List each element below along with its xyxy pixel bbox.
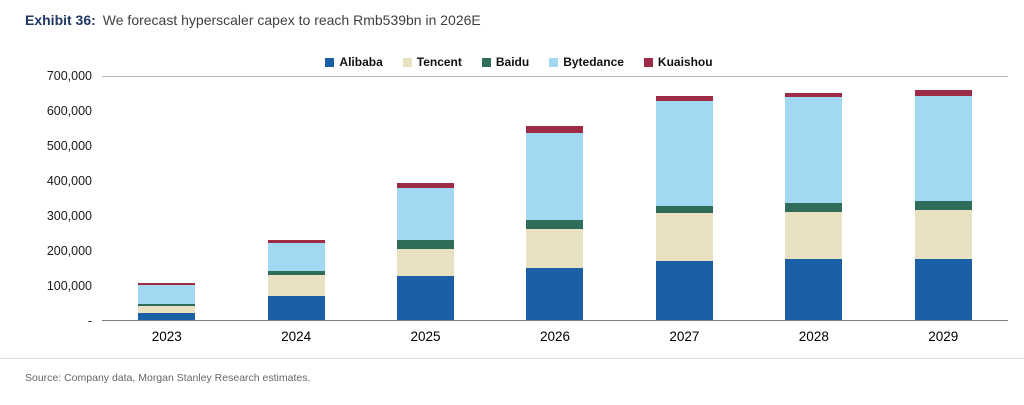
bar-segment-alibaba bbox=[267, 295, 325, 320]
bar-segment-tencent bbox=[785, 211, 843, 259]
bar-segment-tencent bbox=[655, 213, 713, 261]
bar-segment-bytedance bbox=[785, 97, 843, 203]
bar-segment-kuaishou bbox=[138, 282, 196, 285]
bar-segment-alibaba bbox=[914, 258, 972, 320]
bar-segment-tencent bbox=[526, 229, 584, 268]
legend-label: Tencent bbox=[416, 55, 462, 69]
bar-segment-baidu bbox=[914, 200, 972, 211]
bar-segment-alibaba bbox=[397, 276, 455, 320]
legend-swatch-icon bbox=[643, 57, 653, 67]
legend-item-baidu: Baidu bbox=[481, 55, 530, 69]
x-axis: 2023 2024 2025 2026 2027 2028 2029 bbox=[102, 321, 1008, 344]
y-tick-label: 100,000 bbox=[46, 279, 92, 293]
y-tick-label: - bbox=[87, 314, 92, 328]
bar-segment-alibaba bbox=[655, 260, 713, 320]
bar-segment-tencent bbox=[138, 306, 196, 313]
legend-swatch-icon bbox=[402, 57, 412, 67]
bar-segment-baidu bbox=[138, 303, 196, 306]
y-tick-label: 400,000 bbox=[46, 174, 92, 188]
bar-segment-bytedance bbox=[267, 243, 325, 271]
bar-segment-bytedance bbox=[138, 284, 196, 304]
legend-label: Bytedance bbox=[563, 55, 624, 69]
bar-stack bbox=[526, 125, 584, 320]
bar-segment-baidu bbox=[785, 202, 843, 212]
bar-segment-alibaba bbox=[138, 313, 196, 320]
legend-label: Kuaishou bbox=[657, 55, 713, 69]
bar-segment-kuaishou bbox=[914, 90, 972, 96]
bar-segment-kuaishou bbox=[785, 92, 843, 98]
bar-group-2024 bbox=[231, 77, 360, 320]
bar-segment-baidu bbox=[526, 220, 584, 229]
bar-group-2023 bbox=[102, 77, 231, 320]
bar-segment-kuaishou bbox=[397, 183, 455, 189]
x-axis-label: 2027 bbox=[669, 329, 700, 344]
bar-group-2028 bbox=[749, 77, 878, 320]
y-axis: 700,000 600,000 500,000 400,000 300,000 200,0… bbox=[30, 69, 102, 328]
x-axis-label: 2028 bbox=[798, 329, 829, 344]
y-tick-label: 200,000 bbox=[46, 244, 92, 258]
bar-group-2027 bbox=[620, 77, 749, 320]
bar-stack bbox=[138, 282, 196, 320]
x-axis-label: 2029 bbox=[928, 329, 959, 344]
bar-group-2025 bbox=[361, 77, 490, 320]
x-axis-label: 2024 bbox=[281, 329, 312, 344]
bar-segment-baidu bbox=[397, 240, 455, 249]
legend-swatch-icon bbox=[325, 57, 335, 67]
bar-segment-tencent bbox=[914, 210, 972, 259]
exhibit-title: Exhibit 36: We forecast hyperscaler capex… bbox=[25, 12, 481, 28]
stacked-bar-chart: Alibaba Tencent Baidu Bytedance Kuaishou 700… bbox=[30, 48, 1008, 344]
legend-label: Alibaba bbox=[339, 55, 383, 69]
bar-segment-baidu bbox=[655, 205, 713, 214]
bar-group-2026 bbox=[490, 77, 619, 320]
y-tick-label: 600,000 bbox=[46, 104, 92, 118]
plot-area bbox=[102, 76, 1008, 321]
bar-stack bbox=[655, 95, 713, 320]
bar-segment-bytedance bbox=[397, 188, 455, 241]
y-tick-label: 300,000 bbox=[46, 209, 92, 223]
x-axis-label: 2023 bbox=[151, 329, 182, 344]
y-tick-label: 700,000 bbox=[46, 69, 92, 83]
bar-stack bbox=[397, 183, 455, 320]
source-note: Source: Company data, Morgan Stanley Res… bbox=[25, 372, 311, 384]
y-tick-label: 500,000 bbox=[46, 139, 92, 153]
bar-segment-bytedance bbox=[655, 101, 713, 206]
x-axis-label: 2025 bbox=[410, 329, 441, 344]
x-axis-label: 2026 bbox=[539, 329, 570, 344]
bar-segment-baidu bbox=[267, 271, 325, 275]
bar-segment-tencent bbox=[397, 248, 455, 277]
bar-segment-tencent bbox=[267, 274, 325, 296]
bar-stack bbox=[914, 90, 972, 320]
bar-segment-alibaba bbox=[785, 258, 843, 320]
bar-segment-kuaishou bbox=[526, 125, 584, 133]
legend-swatch-icon bbox=[481, 57, 491, 67]
legend-label: Baidu bbox=[495, 55, 530, 69]
footer-divider bbox=[0, 358, 1024, 359]
exhibit-number: Exhibit 36: bbox=[25, 12, 96, 28]
title-text: We forecast hyperscaler capex to reach R… bbox=[102, 12, 481, 28]
bar-segment-bytedance bbox=[914, 95, 972, 201]
bar-group-2029 bbox=[879, 77, 1008, 320]
bar-segment-kuaishou bbox=[655, 95, 713, 102]
legend-item-tencent: Tencent bbox=[402, 55, 462, 69]
bar-stack bbox=[267, 239, 325, 320]
bar-segment-alibaba bbox=[526, 267, 584, 320]
plot-row: 700,000 600,000 500,000 400,000 300,000 200,0… bbox=[30, 69, 1008, 328]
bar-segment-kuaishou bbox=[267, 239, 325, 243]
legend-item-kuaishou: Kuaishou bbox=[643, 55, 713, 69]
bar-stack bbox=[785, 92, 843, 320]
legend-item-alibaba: Alibaba bbox=[325, 55, 383, 69]
legend-item-bytedance: Bytedance bbox=[549, 55, 624, 69]
legend: Alibaba Tencent Baidu Bytedance Kuaishou bbox=[30, 48, 1008, 76]
bar-segment-bytedance bbox=[526, 132, 584, 221]
legend-swatch-icon bbox=[549, 57, 559, 67]
